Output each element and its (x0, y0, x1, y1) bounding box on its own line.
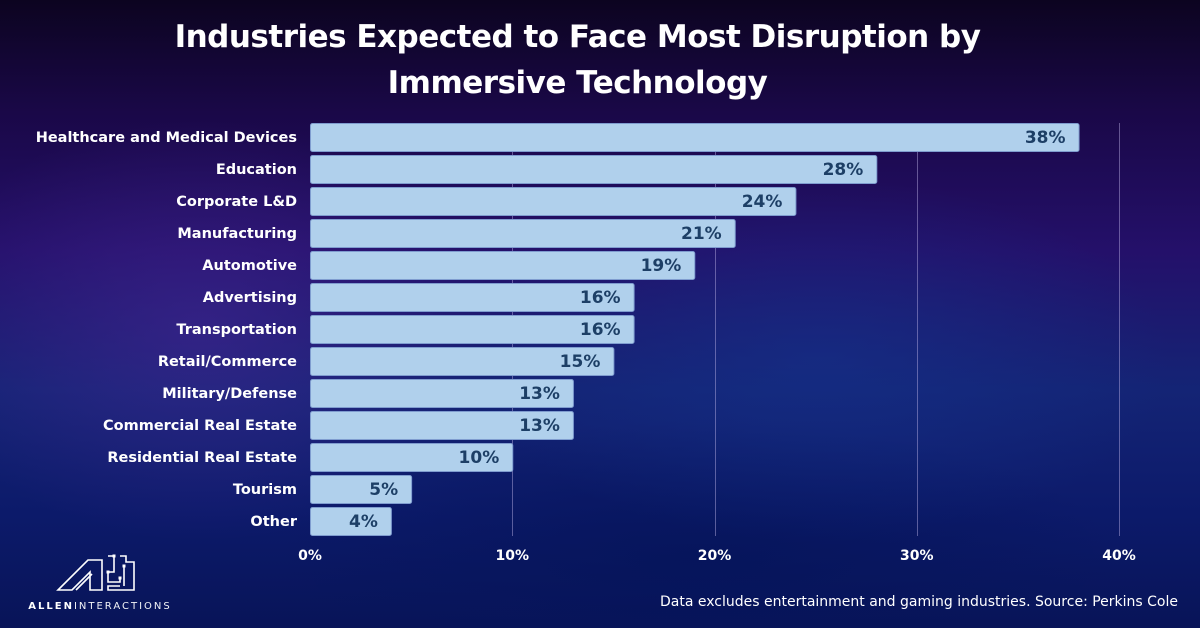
x-tick-label: 20% (698, 548, 732, 564)
bar (310, 411, 574, 440)
bar (310, 379, 574, 408)
value-label: 21% (681, 224, 722, 244)
category-label: Advertising (203, 290, 297, 306)
bar (310, 475, 413, 504)
chart-title-line-2: Immersive Technology (387, 65, 768, 101)
bar (310, 123, 1080, 152)
chart-title: Industries Expected to Face Most Disrupt… (0, 14, 1155, 106)
category-label: Other (250, 514, 297, 530)
bar (310, 155, 878, 184)
value-label: 13% (519, 384, 560, 404)
chart-title-line-1: Industries Expected to Face Most Disrupt… (174, 19, 981, 55)
allen-interactions-logo: ALLENINTERACTIONS (20, 548, 180, 618)
source-note: Data excludes entertainment and gaming i… (660, 594, 1178, 610)
value-label: 28% (823, 160, 864, 180)
x-axis-tick-labels: 0% 10% 20% 30% 40% (298, 548, 1136, 564)
bar (310, 219, 736, 248)
x-tick-label: 10% (495, 548, 529, 564)
category-label: Military/Defense (162, 386, 297, 402)
bar (310, 187, 797, 216)
value-label: 10% (459, 448, 500, 468)
value-label: 5% (369, 480, 398, 500)
category-label: Education (216, 162, 297, 178)
allen-interactions-ai-logo-icon (56, 554, 135, 591)
value-label: 4% (349, 512, 378, 532)
bar (310, 507, 392, 536)
category-labels: Healthcare and Medical Devices Education C… (36, 130, 298, 530)
category-label: Manufacturing (177, 226, 297, 242)
logo-wordmark: ALLENINTERACTIONS (20, 601, 180, 612)
category-label: Transportation (176, 322, 297, 338)
category-label: Automotive (202, 258, 297, 274)
category-label: Corporate L&D (176, 194, 297, 210)
logo-wordmark-light: INTERACTIONS (73, 601, 172, 612)
bar (310, 443, 514, 472)
bar (310, 251, 696, 280)
x-tick-label: 40% (1102, 548, 1136, 564)
logo-wordmark-bold: ALLEN (28, 601, 74, 612)
category-label: Tourism (233, 482, 297, 498)
value-label: 38% (1025, 128, 1066, 148)
value-label: 16% (580, 320, 621, 340)
value-label: 24% (742, 192, 783, 212)
bars (310, 123, 1080, 536)
value-label: 19% (641, 256, 682, 276)
x-tick-label: 30% (900, 548, 934, 564)
value-labels: 38%28%24%21%19%16%16%15%13%13%10%5%4% (349, 128, 1066, 532)
category-label: Residential Real Estate (107, 450, 297, 466)
category-label: Retail/Commerce (158, 354, 297, 370)
bar (310, 283, 635, 312)
category-label: Commercial Real Estate (103, 418, 297, 434)
value-label: 15% (560, 352, 601, 372)
value-label: 16% (580, 288, 621, 308)
category-label: Healthcare and Medical Devices (36, 130, 297, 146)
x-tick-label: 0% (298, 548, 322, 564)
value-label: 13% (519, 416, 560, 436)
bar (310, 315, 635, 344)
bar (310, 347, 615, 376)
